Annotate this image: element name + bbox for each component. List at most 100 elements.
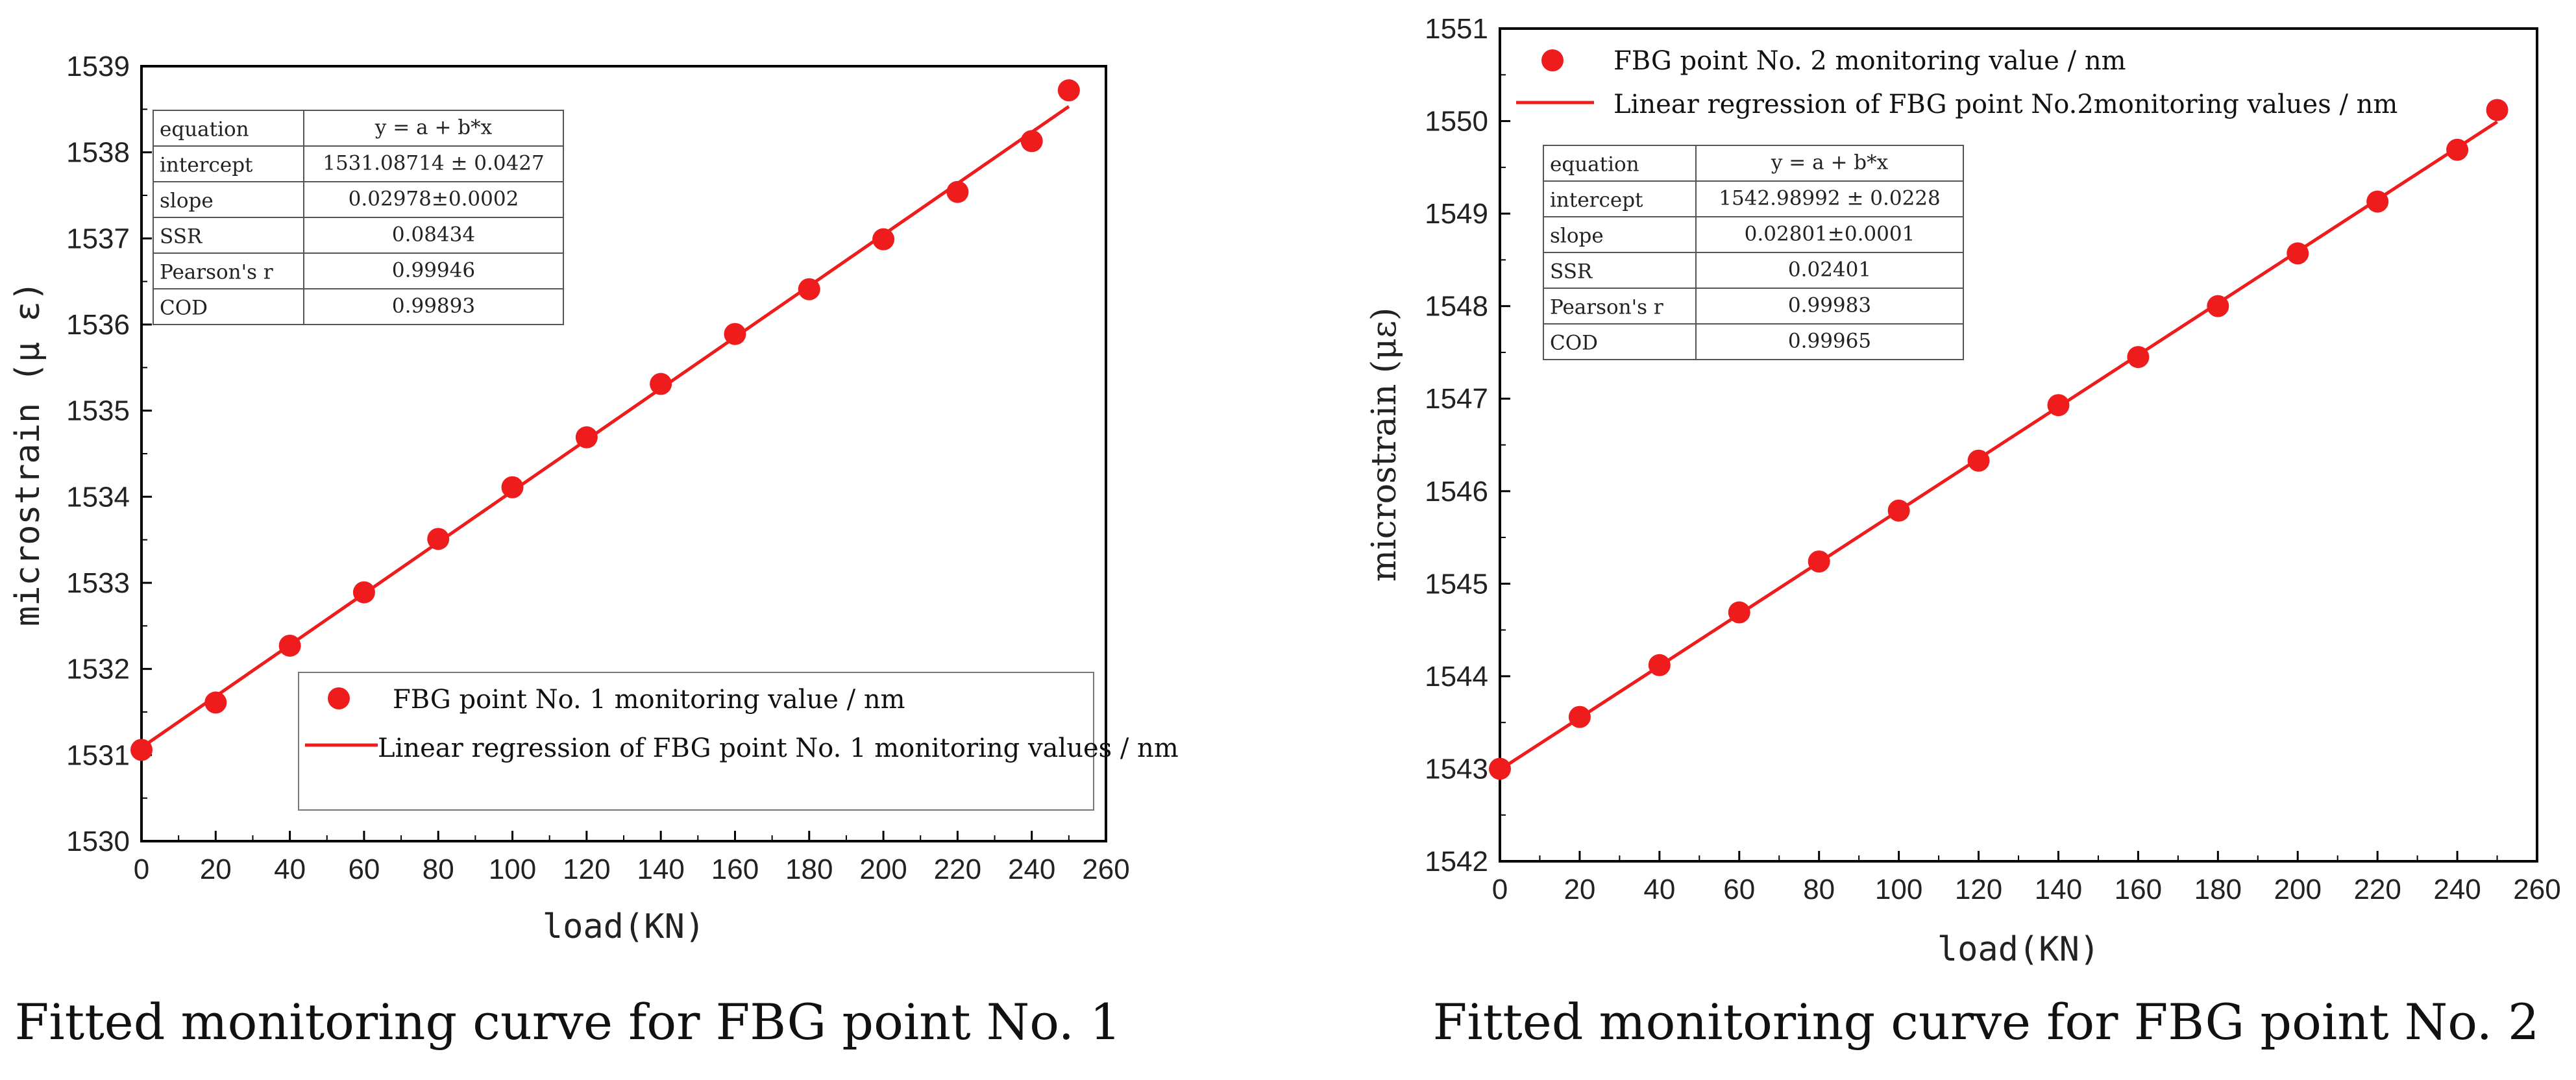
x-tick-label: 220 xyxy=(934,853,981,885)
data-point xyxy=(946,180,969,203)
x-tick-label: 220 xyxy=(2353,874,2401,905)
y-tick-label: 1545 xyxy=(1425,568,1488,600)
stats-table-value: y = a + b*x xyxy=(1771,151,1889,174)
data-point xyxy=(2207,295,2229,317)
data-point xyxy=(2047,394,2070,417)
stats-table-value: 0.99965 xyxy=(1788,329,1871,352)
x-tick-label: 140 xyxy=(637,853,684,885)
y-axis-label: microstrain (μ ε) xyxy=(8,281,47,626)
data-point xyxy=(1808,550,1830,573)
stats-table-value: 0.02801±0.0001 xyxy=(1745,222,1915,245)
stats-table-value: 0.99893 xyxy=(392,294,475,317)
stats-table-key: Pearson's r xyxy=(1550,296,1663,319)
stats-table-value: 0.02401 xyxy=(1788,258,1871,281)
x-tick-label: 240 xyxy=(2433,874,2481,905)
data-point xyxy=(872,228,895,251)
stats-table-key: Pearson's r xyxy=(160,261,273,284)
x-tick-label: 140 xyxy=(2035,874,2082,905)
legend-label: FBG point No. 1 monitoring value / nm xyxy=(393,685,905,715)
x-tick-label: 100 xyxy=(1875,874,1922,905)
figure-caption-1: Fitted monitoring curve for FBG point No… xyxy=(14,993,1122,1051)
data-point xyxy=(278,634,301,657)
stats-table-key: equation xyxy=(160,118,249,141)
y-tick-label: 1532 xyxy=(66,654,130,685)
x-tick-label: 120 xyxy=(563,853,610,885)
x-tick-label: 20 xyxy=(200,853,232,885)
data-point xyxy=(427,528,450,550)
figure-caption-2: Fitted monitoring curve for FBG point No… xyxy=(1432,993,2540,1051)
y-tick-label: 1549 xyxy=(1425,198,1488,230)
x-tick-label: 200 xyxy=(859,853,907,885)
data-point xyxy=(1568,706,1591,728)
data-point xyxy=(2127,346,2150,369)
y-tick-label: 1535 xyxy=(66,395,130,427)
x-tick-label: 100 xyxy=(489,853,536,885)
x-tick-label: 60 xyxy=(348,853,380,885)
x-tick-label: 60 xyxy=(1723,874,1755,905)
y-tick-label: 1531 xyxy=(66,739,130,771)
x-axis-label: load(KN) xyxy=(1937,930,2100,969)
y-tick-label: 1546 xyxy=(1425,476,1488,508)
x-tick-label: 180 xyxy=(2194,874,2242,905)
stats-table-key: COD xyxy=(1550,332,1598,355)
y-tick-label: 1547 xyxy=(1425,383,1488,415)
x-axis-label: load(KN) xyxy=(543,907,705,946)
data-point xyxy=(2366,190,2389,213)
stats-table-value: 0.02978±0.0002 xyxy=(349,187,519,210)
y-tick-label: 1533 xyxy=(66,567,130,599)
x-tick-label: 20 xyxy=(1564,874,1595,905)
y-axis-label: microstrain (με) xyxy=(1365,308,1404,582)
data-point xyxy=(1648,654,1671,676)
stats-table-value: 1531.08714 ± 0.0427 xyxy=(323,151,545,175)
x-tick-label: 160 xyxy=(711,853,759,885)
x-tick-label: 0 xyxy=(1492,874,1508,905)
x-tick-label: 0 xyxy=(134,853,149,885)
y-tick-label: 1539 xyxy=(66,51,130,82)
stats-table-key: intercept xyxy=(160,154,253,177)
y-tick-label: 1550 xyxy=(1425,106,1488,138)
x-tick-label: 240 xyxy=(1008,853,1055,885)
legend-label: Linear regression of FBG point No. 1 mon… xyxy=(378,733,1179,763)
data-point xyxy=(575,426,598,448)
x-tick-label: 80 xyxy=(1803,874,1835,905)
legend-frame xyxy=(298,672,1094,811)
data-point xyxy=(2446,138,2469,161)
stats-table-key: equation xyxy=(1550,153,1639,177)
data-point xyxy=(352,581,375,604)
y-tick-label: 1538 xyxy=(66,137,130,169)
y-tick-label: 1536 xyxy=(66,309,130,341)
data-point xyxy=(1887,499,1910,522)
stats-table-value: y = a + b*x xyxy=(374,116,493,139)
data-point xyxy=(1728,601,1750,624)
data-point xyxy=(2486,99,2509,121)
stats-table-value: 1542.98992 ± 0.0228 xyxy=(1719,186,1941,210)
y-tick-label: 1551 xyxy=(1425,13,1488,45)
legend-label: Linear regression of FBG point No.2monit… xyxy=(1613,90,2398,119)
data-point xyxy=(724,323,746,345)
x-tick-label: 260 xyxy=(2513,874,2560,905)
y-tick-label: 1548 xyxy=(1425,291,1488,323)
y-tick-label: 1544 xyxy=(1425,661,1488,693)
x-tick-label: 120 xyxy=(1955,874,2002,905)
stats-table-value: 0.08434 xyxy=(392,223,475,246)
stats-table-key: slope xyxy=(1550,225,1604,248)
chart-fbg-point-1: 0 20 40 60 80 100 120 140 160 180 200 220 240 260 1530… xyxy=(8,51,1179,946)
x-tick-label: 80 xyxy=(423,853,454,885)
y-tick-label: 1534 xyxy=(66,481,130,513)
legend-label: FBG point No. 2 monitoring value / nm xyxy=(1613,46,2126,76)
data-point xyxy=(650,373,672,395)
stats-table-key: SSR xyxy=(160,225,203,249)
legend-marker xyxy=(328,687,350,709)
y-tick-label: 1530 xyxy=(66,826,130,857)
stats-table-key: intercept xyxy=(1550,189,1643,212)
stats-table-key: COD xyxy=(160,297,208,320)
data-point xyxy=(1020,130,1043,153)
x-tick-label: 260 xyxy=(1082,853,1129,885)
stats-table-value: 0.99946 xyxy=(392,258,475,282)
x-tick-label: 160 xyxy=(2115,874,2162,905)
x-tick-label: 180 xyxy=(785,853,833,885)
chart-fbg-point-2: 0 20 40 60 80 100 120 140 160 180 200 220 240 260 1542… xyxy=(1365,13,2561,969)
data-point xyxy=(204,691,227,714)
data-point xyxy=(130,739,153,761)
